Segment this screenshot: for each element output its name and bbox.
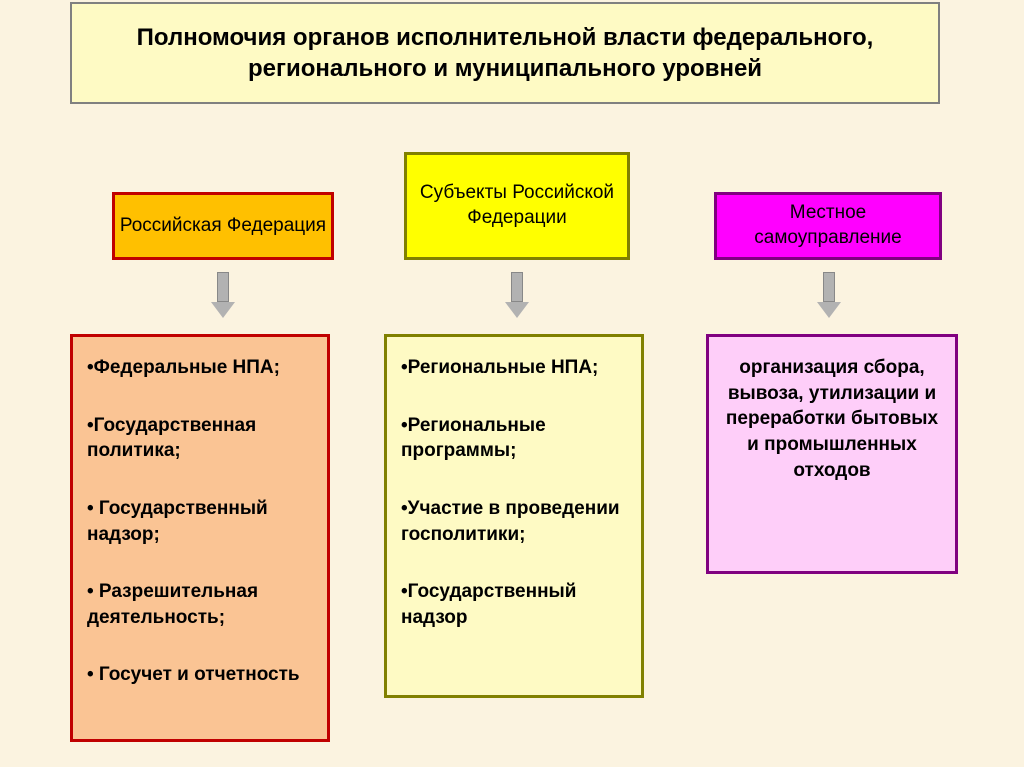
detail-item: •Региональные НПА; <box>401 355 627 381</box>
entity-label: Субъекты Российской Федерации <box>411 181 623 230</box>
entity-box-0: Российская Федерация <box>112 192 334 260</box>
detail-box-2: организация сбора, вывоза, утилизации и … <box>706 334 958 574</box>
entity-box-2: Местное самоуправление <box>714 192 942 260</box>
diagram-title: Полномочия органов исполнительной власти… <box>70 2 940 104</box>
detail-item: • Разрешительная деятельность; <box>87 579 313 630</box>
detail-item: •Участие в проведении госполитики; <box>401 496 627 547</box>
arrow-down-icon <box>508 272 526 318</box>
detail-text: организация сбора, вывоза, утилизации и … <box>723 355 941 483</box>
detail-item: •Государственная политика; <box>87 413 313 464</box>
entity-label: Местное самоуправление <box>721 201 935 250</box>
detail-item: •Федеральные НПА; <box>87 355 313 381</box>
entity-label: Российская Федерация <box>120 214 326 239</box>
detail-item: • Госучет и отчетность <box>87 662 313 688</box>
detail-item: • Государственный надзор; <box>87 496 313 547</box>
detail-item: •Государственный надзор <box>401 579 627 630</box>
detail-box-0: •Федеральные НПА; •Государственная полити… <box>70 334 330 742</box>
detail-box-1: •Региональные НПА; •Региональные программ… <box>384 334 644 698</box>
arrow-down-icon <box>820 272 838 318</box>
detail-item: •Региональные программы; <box>401 413 627 464</box>
title-text: Полномочия органов исполнительной власти… <box>72 22 938 84</box>
arrow-down-icon <box>214 272 232 318</box>
entity-box-1: Субъекты Российской Федерации <box>404 152 630 260</box>
